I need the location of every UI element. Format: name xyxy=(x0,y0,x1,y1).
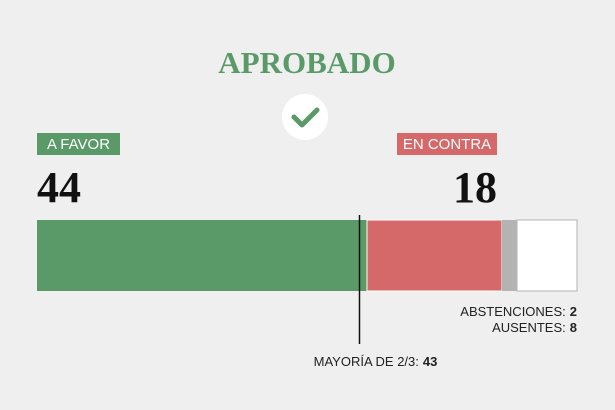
legend-tag xyxy=(37,133,120,155)
bar-segment xyxy=(37,220,367,291)
legend-label: EN CONTRA xyxy=(403,136,491,153)
chart-title: APROBADO xyxy=(218,45,395,80)
bar-segment xyxy=(502,220,517,291)
note-value: 8 xyxy=(570,320,577,335)
note-name: ABSTENCIONES: xyxy=(460,304,565,319)
legend-label: A FAVOR xyxy=(47,136,110,153)
note-label: AUSENTES: 8 xyxy=(492,320,577,335)
threshold-value: 43 xyxy=(423,354,437,369)
threshold-label: MAYORÍA DE 2/3: 43 xyxy=(314,354,438,369)
bar-segment xyxy=(366,219,503,292)
note-value: 2 xyxy=(570,304,577,319)
note-label: ABSTENCIONES: 2 xyxy=(460,304,577,319)
legend-tag xyxy=(397,133,497,155)
vote-count: 44 xyxy=(37,163,81,212)
note-name: AUSENTES: xyxy=(492,320,566,335)
threshold-name: MAYORÍA DE 2/3: xyxy=(314,354,419,369)
check-circle xyxy=(282,94,328,140)
bar-segment xyxy=(516,219,578,292)
vote-count: 18 xyxy=(453,163,497,212)
check-icon xyxy=(291,107,320,128)
